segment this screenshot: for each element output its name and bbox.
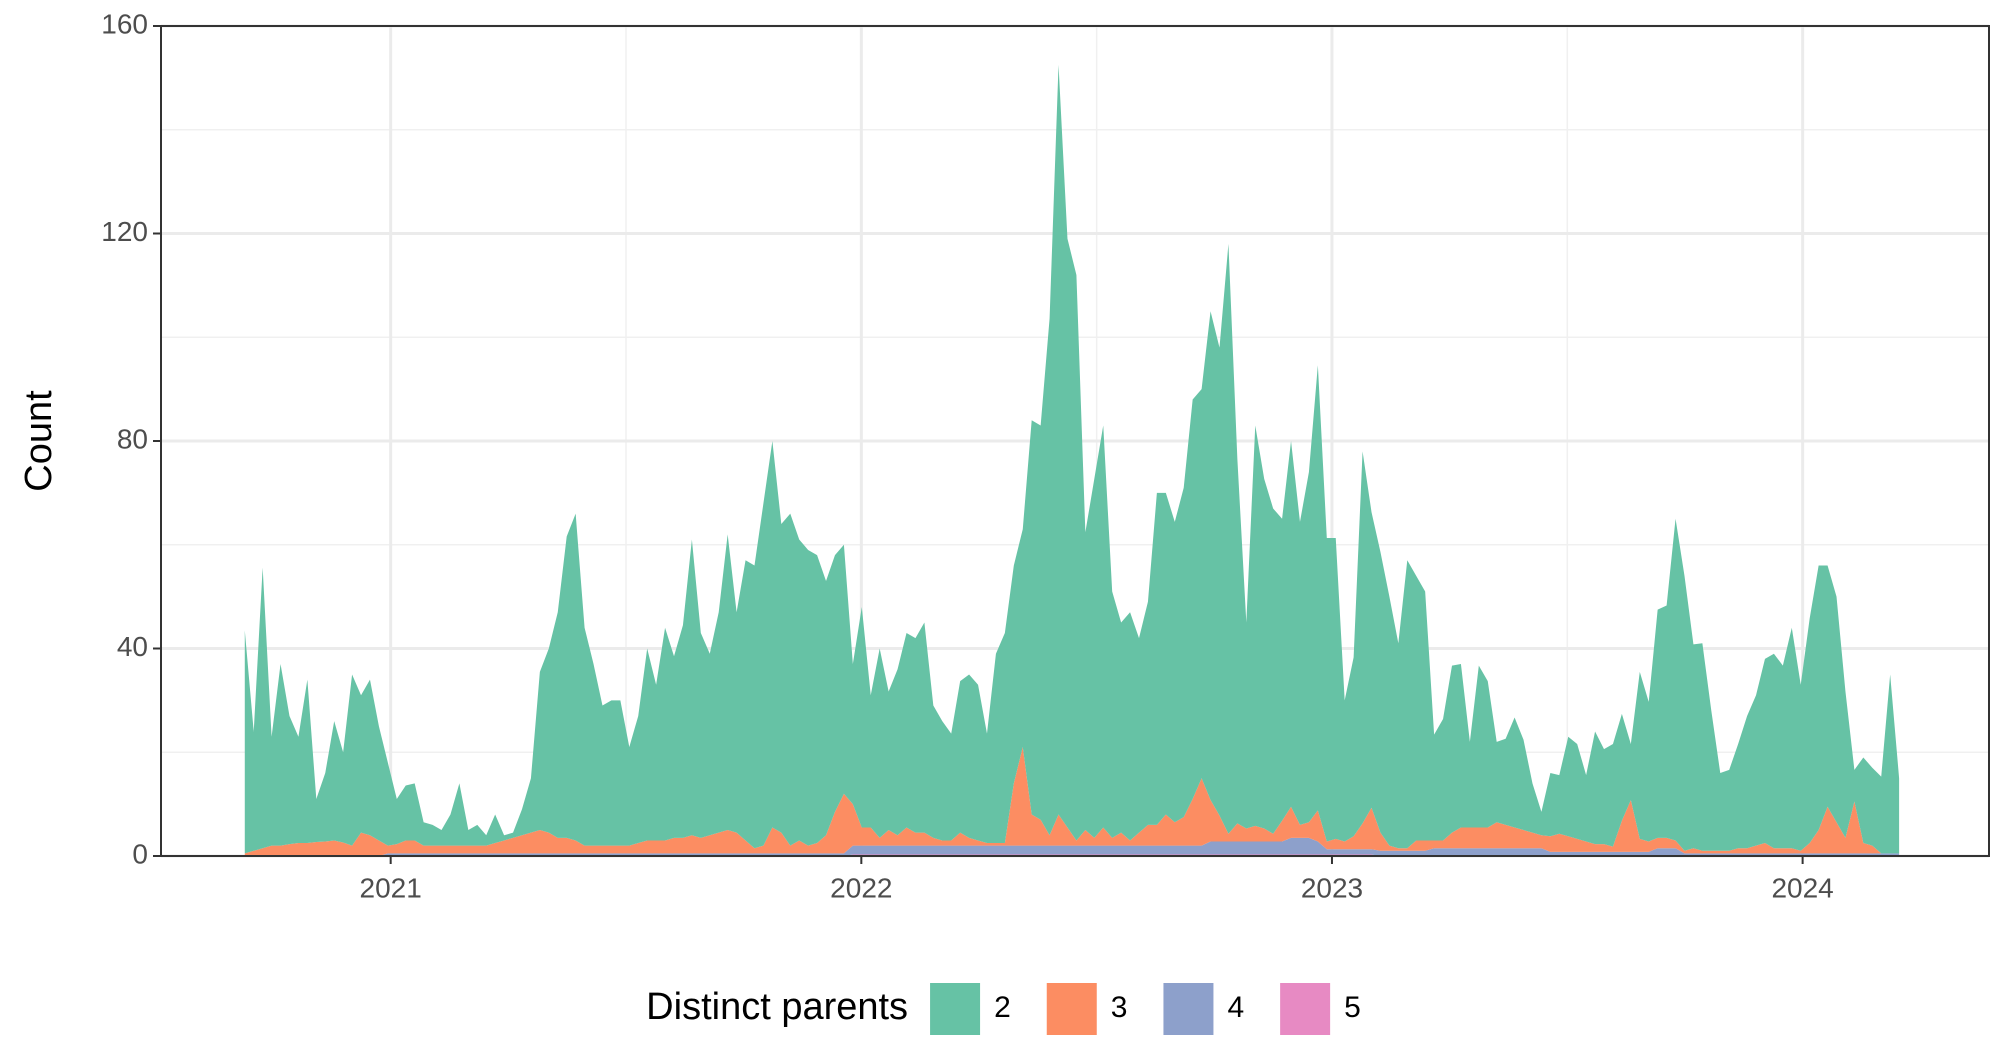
x-tick-label: 2021 [360, 872, 422, 903]
legend-title: Distinct parents [646, 986, 908, 1028]
x-tick-label: 2023 [1301, 872, 1363, 903]
legend-key [1046, 983, 1097, 1035]
legend-label: 5 [1344, 991, 1361, 1024]
area [244, 747, 1900, 856]
x-tick-label: 2024 [1771, 872, 1833, 903]
x-tick-label: 2022 [830, 872, 892, 903]
legend-key [930, 983, 981, 1035]
area [244, 64, 1900, 854]
legend: Distinct parents 2 3 4 5 [646, 983, 1361, 1035]
y-tick-label: 0 [132, 838, 148, 869]
y-tick-label: 120 [101, 216, 148, 247]
area [244, 837, 1900, 856]
legend-label: 4 [1227, 991, 1244, 1024]
y-axis-label: Count [18, 390, 60, 492]
y-tick-label: 40 [117, 631, 148, 662]
legend-key [1163, 983, 1214, 1035]
legend-key [1280, 983, 1331, 1035]
legend-label: 3 [1111, 991, 1128, 1024]
y-tick-label: 80 [117, 423, 148, 454]
y-tick-label: 160 [101, 8, 148, 39]
legend-label: 2 [994, 991, 1011, 1024]
